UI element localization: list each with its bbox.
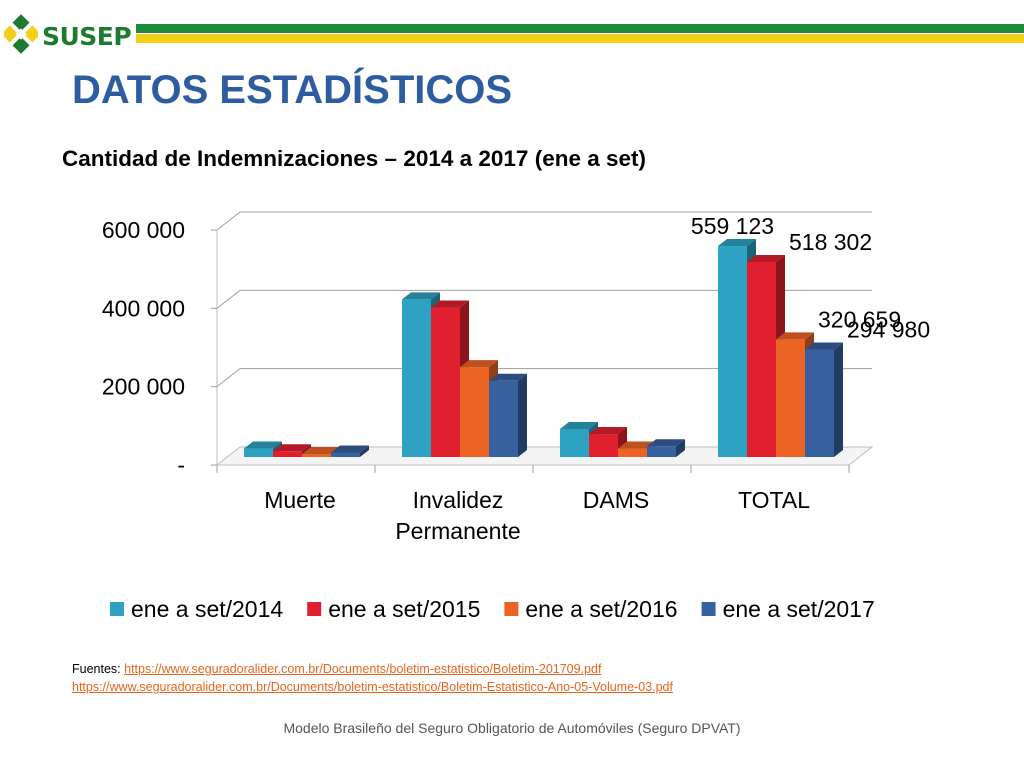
legend-label-ene-a-set-2015: ene a set/2015: [328, 596, 480, 622]
chart-floor: [215, 446, 874, 466]
data-label-ene-a-set-2017: 294 980: [847, 316, 930, 342]
logo-text: SUSEP: [42, 22, 132, 51]
gridline: [216, 211, 872, 231]
page-title: DATOS ESTADÍSTICOS: [72, 68, 513, 112]
legend-label-ene-a-set-2017: ene a set/2017: [723, 596, 875, 622]
sources-label: Fuentes:: [72, 662, 121, 676]
susep-logo-icon: [4, 14, 38, 54]
y-tick-label: 200 000: [102, 374, 185, 400]
bar-muerte-ene-a-set-2017: [331, 445, 369, 457]
footer-text: Modelo Brasileño del Seguro Obligatorio …: [283, 720, 741, 736]
bar-dams-ene-a-set-2017: [647, 439, 685, 457]
data-label-ene-a-set-2016: 320 659: [818, 306, 901, 332]
x-category-label: Permanente: [395, 518, 520, 544]
source-link-1[interactable]: https://www.seguradoralider.com.br/Docum…: [124, 662, 602, 676]
header-stripe-green: [136, 24, 1024, 33]
bar-chart: - 200 000 400 000 600 000 559 123 518 302 320 …: [102, 211, 930, 622]
gridline: [216, 289, 872, 309]
legend-label-ene-a-set-2014: ene a set/2014: [131, 596, 283, 622]
bar-total-ene-a-set-2017: [805, 342, 843, 457]
y-tick-label: 600 000: [102, 217, 185, 243]
x-category-label: Invalidez: [413, 487, 504, 513]
x-category-label: DAMS: [583, 487, 649, 513]
chart-title: Cantidad de Indemnizaciones – 2014 a 201…: [62, 146, 646, 171]
sources-line-1: Fuentes: https://www.seguradoralider.com…: [72, 660, 673, 678]
data-label-ene-a-set-2014: 559 123: [691, 213, 774, 239]
bar-dams-ene-a-set-2015: [589, 427, 627, 457]
data-label-ene-a-set-2015: 518 302: [789, 229, 872, 255]
sources-line-2: https://www.seguradoralider.com.br/Docum…: [72, 678, 673, 696]
source-link-2[interactable]: https://www.seguradoralider.com.br/Docum…: [72, 680, 673, 694]
bar-invalidez-permanente-ene-a-set-2017: [489, 373, 527, 457]
susep-logo: SUSEP: [4, 10, 134, 58]
legend-label-ene-a-set-2016: ene a set/2016: [525, 596, 677, 622]
legend-swatch-ene-a-set-2014: [110, 602, 124, 616]
legend-swatch-ene-a-set-2015: [307, 602, 322, 616]
sources: Fuentes: https://www.seguradoralider.com…: [72, 660, 673, 696]
y-tick-label: -: [177, 452, 185, 478]
x-category-label: TOTAL: [738, 487, 810, 513]
header-stripe-yellow: [136, 34, 1024, 43]
y-tick-label: 400 000: [102, 295, 185, 321]
legend-swatch-ene-a-set-2017: [701, 602, 716, 616]
gridline: [216, 368, 872, 388]
bar-total-ene-a-set-2015: [747, 254, 785, 457]
x-category-label: Muerte: [264, 487, 336, 513]
legend-swatch-ene-a-set-2016: [504, 602, 519, 616]
